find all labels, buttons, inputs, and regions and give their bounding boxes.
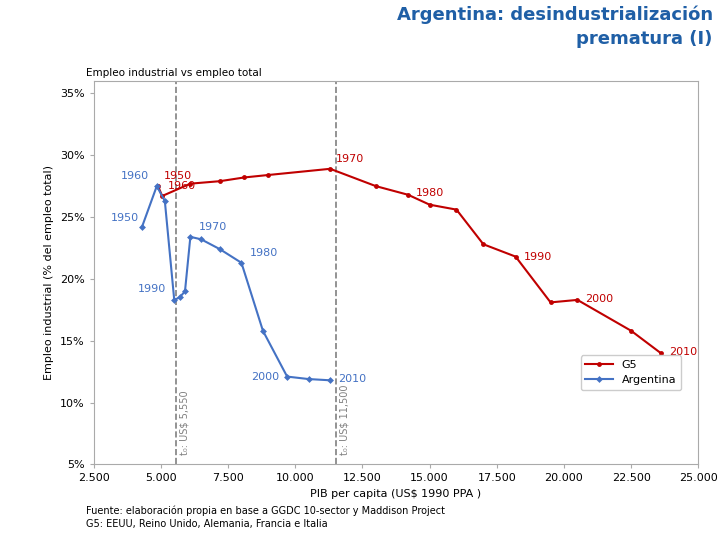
Text: 2010: 2010 bbox=[338, 374, 366, 384]
Argentina bbox=[153, 183, 161, 190]
G5 bbox=[186, 180, 194, 187]
Text: 1950: 1950 bbox=[163, 171, 192, 181]
Text: t₀: US$ 11,500: t₀: US$ 11,500 bbox=[339, 384, 349, 455]
X-axis label: PIB per capita (US$ 1990 PPA ): PIB per capita (US$ 1990 PPA ) bbox=[310, 489, 482, 499]
Text: 1960: 1960 bbox=[120, 171, 149, 181]
G5 bbox=[627, 328, 636, 334]
G5 bbox=[264, 172, 273, 178]
G5 bbox=[452, 206, 461, 213]
Argentina bbox=[186, 234, 194, 240]
Text: t₀: US$ 5,550: t₀: US$ 5,550 bbox=[179, 390, 189, 455]
G5 bbox=[426, 201, 434, 208]
Argentina bbox=[283, 373, 292, 380]
G5 bbox=[154, 183, 163, 190]
Argentina bbox=[305, 376, 313, 382]
Argentina bbox=[197, 236, 205, 242]
G5 bbox=[326, 166, 335, 172]
G5 bbox=[240, 174, 248, 181]
G5 bbox=[479, 241, 487, 247]
Text: 1980: 1980 bbox=[416, 188, 444, 199]
Legend: G5, Argentina: G5, Argentina bbox=[580, 355, 680, 390]
Text: 1960: 1960 bbox=[168, 181, 196, 191]
Argentina bbox=[237, 260, 246, 266]
Text: Empleo industrial vs empleo total: Empleo industrial vs empleo total bbox=[86, 68, 262, 78]
Argentina bbox=[215, 246, 224, 252]
Argentina bbox=[258, 328, 267, 334]
G5 bbox=[215, 178, 224, 185]
Text: 1980: 1980 bbox=[250, 248, 278, 258]
Text: 2000: 2000 bbox=[251, 372, 279, 382]
G5 bbox=[657, 350, 665, 356]
G5 bbox=[546, 299, 555, 306]
Text: 2010: 2010 bbox=[669, 347, 697, 357]
Text: 1970: 1970 bbox=[336, 154, 364, 164]
Text: 1990: 1990 bbox=[523, 252, 552, 261]
Argentina bbox=[326, 377, 335, 383]
G5 bbox=[158, 193, 166, 199]
Text: G5: EEUU, Reino Unido, Alemania, Francia e Italia: G5: EEUU, Reino Unido, Alemania, Francia… bbox=[86, 519, 328, 529]
Text: 1970: 1970 bbox=[199, 222, 227, 232]
Argentina bbox=[161, 198, 169, 204]
Text: 1990: 1990 bbox=[138, 284, 166, 294]
Y-axis label: Empleo industrial (% del empleo total): Empleo industrial (% del empleo total) bbox=[44, 165, 54, 380]
Argentina bbox=[181, 288, 189, 294]
Argentina bbox=[175, 294, 184, 301]
Argentina bbox=[170, 296, 179, 303]
G5 bbox=[573, 296, 582, 303]
Line: Argentina: Argentina bbox=[140, 184, 333, 383]
Text: 1950: 1950 bbox=[111, 213, 139, 223]
Text: Fuente: elaboración propia en base a GGDC 10-sector y Maddison Project: Fuente: elaboración propia en base a GGD… bbox=[86, 505, 446, 516]
G5 bbox=[372, 183, 380, 190]
Text: 2000: 2000 bbox=[585, 294, 613, 303]
Line: G5: G5 bbox=[156, 166, 663, 355]
G5 bbox=[511, 253, 520, 260]
G5 bbox=[404, 192, 413, 198]
Text: Argentina: desindustrialización
prematura (I): Argentina: desindustrialización prematur… bbox=[397, 5, 713, 48]
Argentina bbox=[138, 224, 146, 230]
